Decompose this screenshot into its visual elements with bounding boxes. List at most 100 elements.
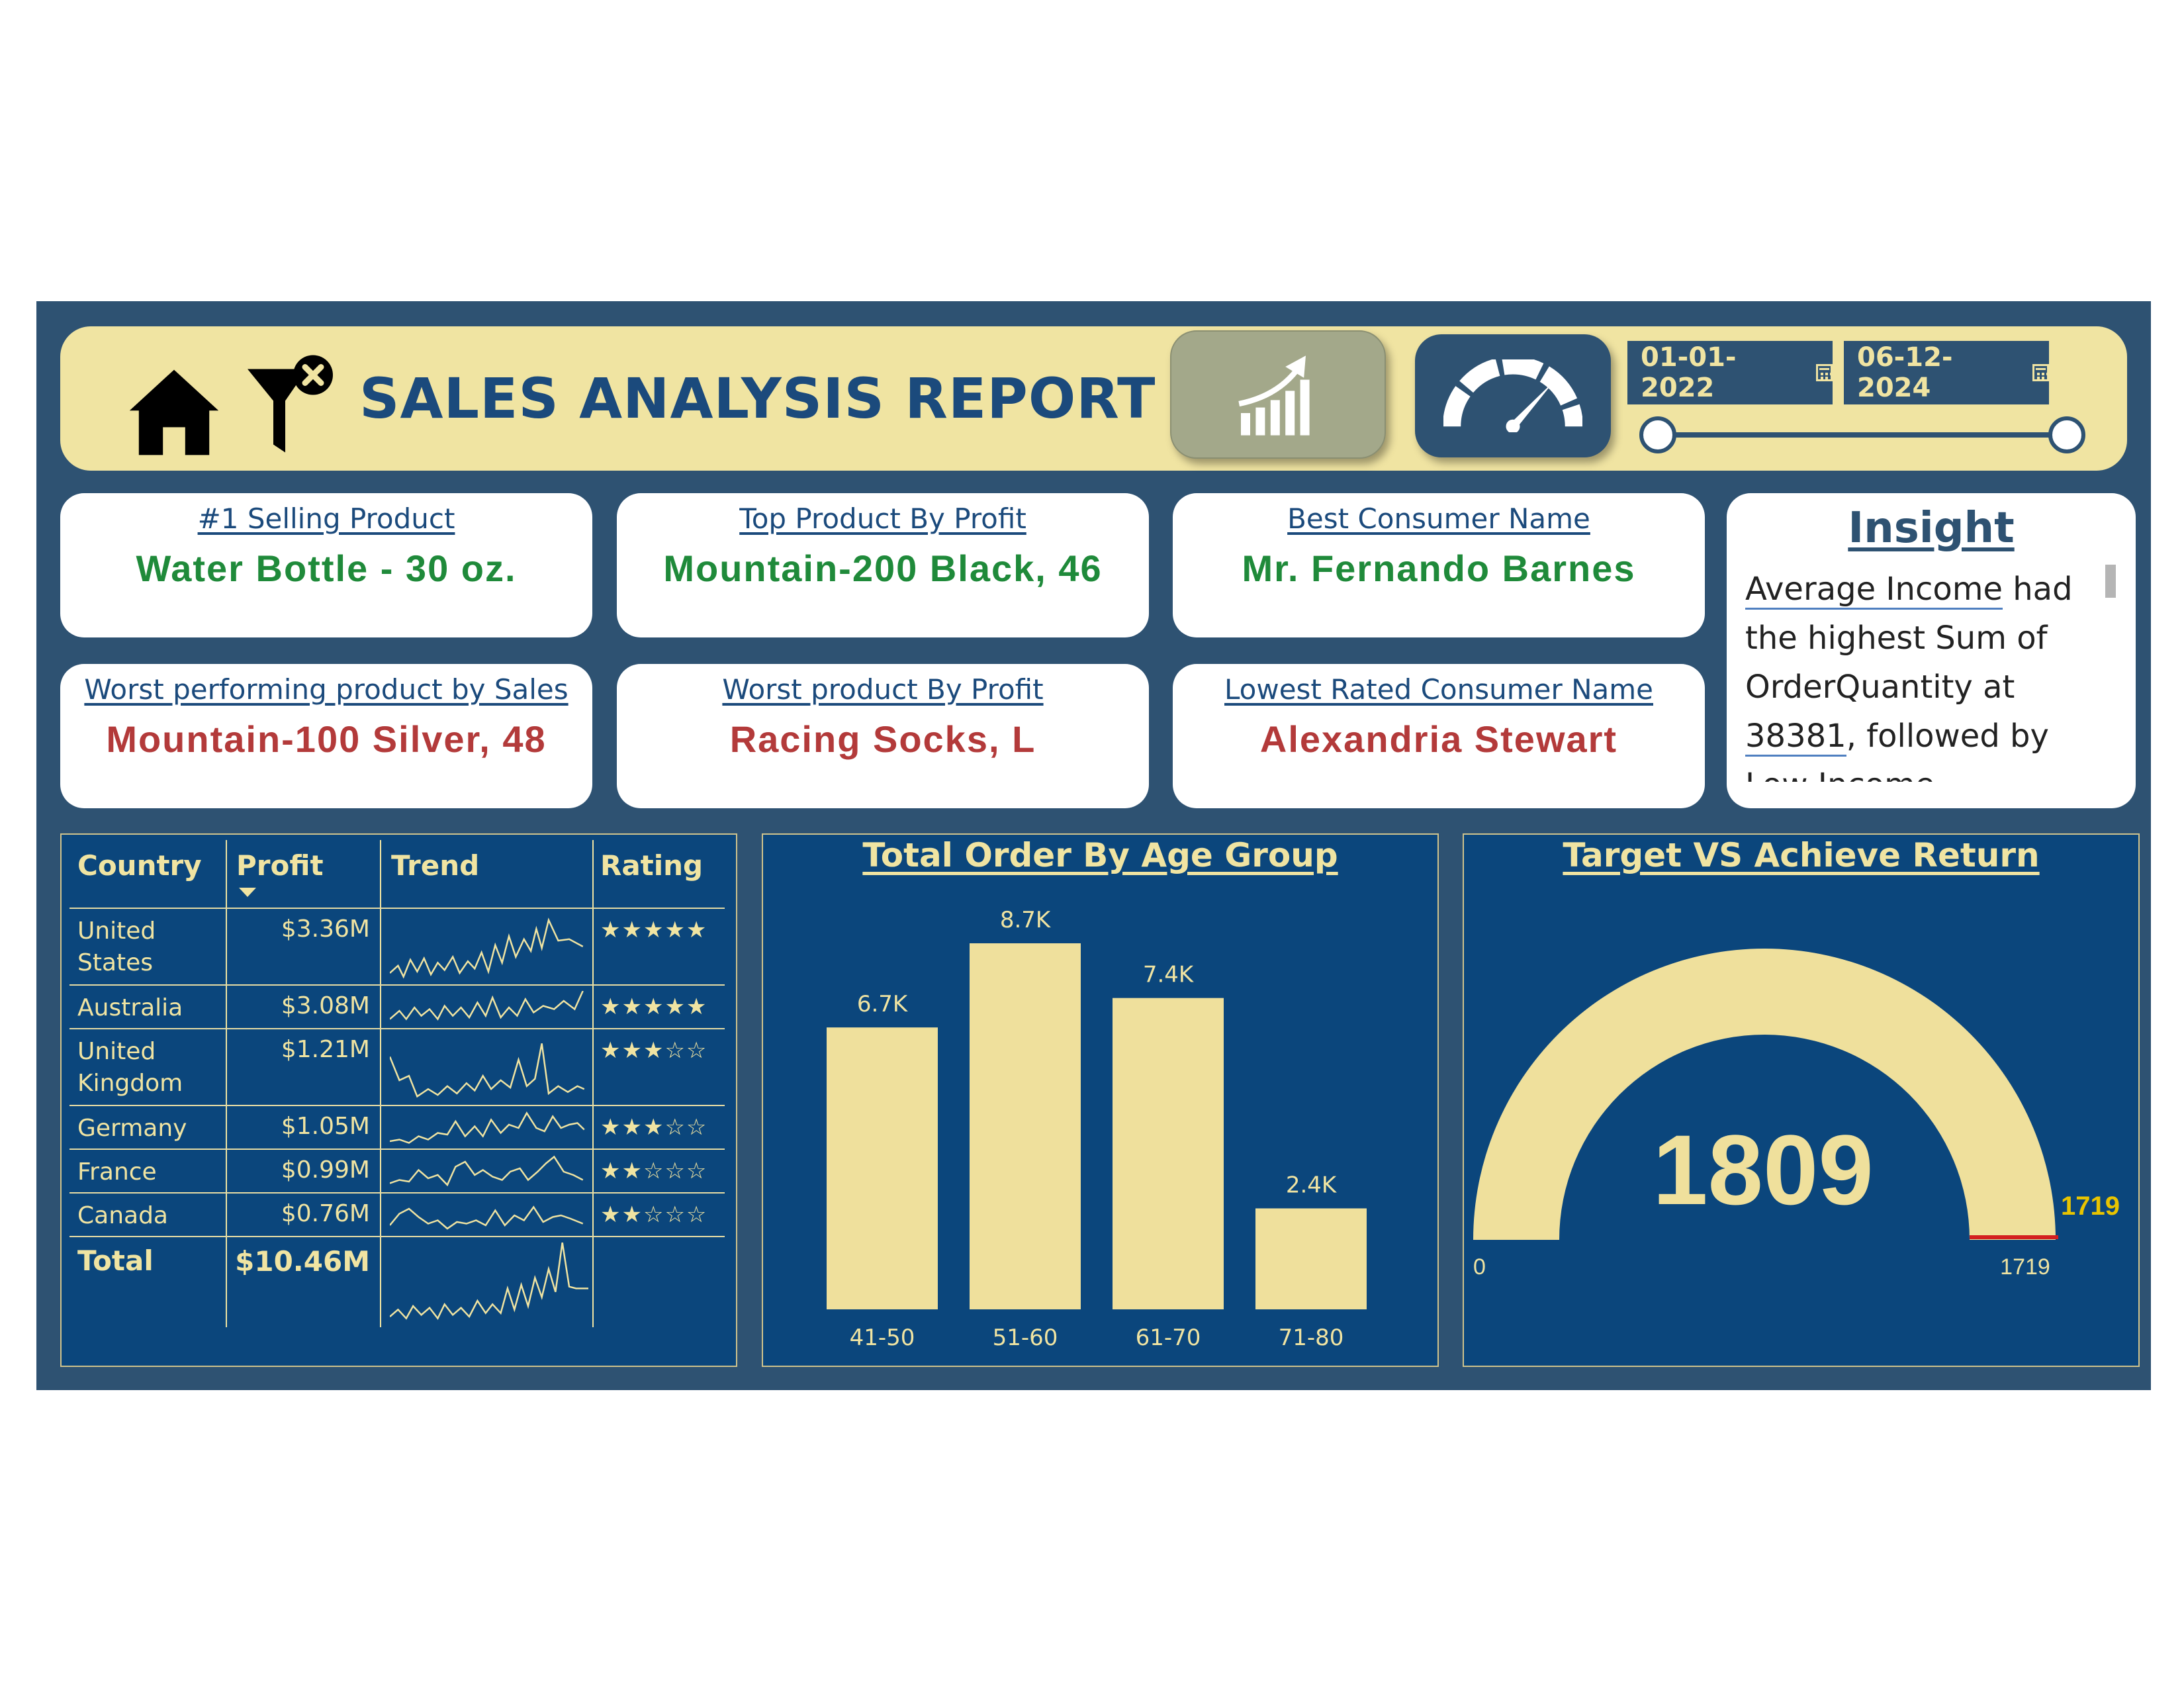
- kpi-lowest-consumer-card: Lowest Rated Consumer Name Alexandria St…: [1173, 664, 1705, 808]
- calendar-icon[interactable]: [2032, 364, 2049, 381]
- insight-scroll-area[interactable]: Average Income had the highest Sum of Or…: [1745, 565, 2103, 782]
- cell-rating: ★★★☆☆: [600, 1114, 708, 1141]
- kpi-worst-sales-card: Worst performing product by Sales Mounta…: [60, 664, 592, 808]
- table-total-row: Total $10.46M: [69, 1237, 725, 1327]
- table-row[interactable]: France $0.99M ★★☆☆☆: [69, 1150, 725, 1194]
- kpi-value: Alexandria Stewart: [1259, 718, 1618, 760]
- age-group-chart-panel: 6.7K 41-50 8.7K 51-60 7.4K 61-70 2.4K 71-80 Tot…: [762, 833, 1439, 1367]
- cell-country: Canada: [77, 1202, 168, 1229]
- cell-profit: $1.05M: [281, 1113, 370, 1140]
- start-date-value: 01-01-2022: [1641, 342, 1737, 403]
- speedometer-icon: [1443, 359, 1582, 432]
- insight-highlight: 38381: [1745, 718, 1846, 757]
- date-range-start-handle[interactable]: [1639, 416, 1676, 453]
- end-date-value: 06-12-2024: [1857, 342, 1953, 403]
- x-tick-label: 51-60: [993, 1325, 1058, 1351]
- insight-card: Insight Average Income had the highest S…: [1727, 493, 2136, 808]
- column-header-trend[interactable]: Trend: [391, 849, 480, 882]
- clear-filter-icon[interactable]: [246, 353, 345, 459]
- insight-scrollbar[interactable]: [2105, 565, 2116, 598]
- column-divider: [226, 840, 227, 1327]
- trend-sparkline: [390, 1199, 588, 1232]
- header-bar: SALES ANALYSIS REPORT 01-01-2022: [60, 326, 2127, 471]
- gauge-value-arc[interactable]: [1473, 949, 2056, 1240]
- sales-page-button[interactable]: [1170, 330, 1386, 459]
- date-range-slider-track[interactable]: [1657, 432, 2067, 438]
- target-return-gauge-panel: 1809 0 1719 1719 Target VS Achieve Return: [1463, 833, 2140, 1367]
- insight-text-part: , followed by Low Income: [1745, 718, 2049, 782]
- trend-sparkline: [390, 914, 588, 980]
- kpi-top-selling-card: #1 Selling Product Water Bottle - 30 oz.: [60, 493, 592, 637]
- kpi-top-profit-card: Top Product By Profit Mountain-200 Black…: [617, 493, 1149, 637]
- total-profit: $10.46M: [235, 1245, 370, 1278]
- page-title: SALES ANALYSIS REPORT: [359, 366, 1156, 431]
- table-row[interactable]: Canada $0.76M ★★☆☆☆: [69, 1194, 725, 1237]
- cell-rating: ★★☆☆☆: [600, 1201, 708, 1228]
- sort-descending-icon[interactable]: [239, 888, 256, 898]
- table-row[interactable]: United Kingdom $1.21M ★★★☆☆: [69, 1029, 725, 1106]
- bar-51-60[interactable]: [970, 943, 1081, 1309]
- bar-71-80[interactable]: [1255, 1208, 1367, 1309]
- table-row[interactable]: Germany $1.05M ★★★☆☆: [69, 1106, 725, 1150]
- kpi-label: Best Consumer Name: [1287, 502, 1590, 535]
- cell-country: United Kingdom: [77, 1038, 183, 1097]
- performance-page-button[interactable]: [1415, 334, 1611, 457]
- kpi-best-consumer-card: Best Consumer Name Mr. Fernando Barnes: [1173, 493, 1705, 637]
- kpi-label: Top Product By Profit: [739, 502, 1026, 535]
- column-header-rating[interactable]: Rating: [600, 849, 704, 882]
- column-divider: [380, 840, 381, 1327]
- total-label: Total: [77, 1244, 154, 1277]
- column-header-profit[interactable]: Profit: [236, 849, 324, 882]
- date-range-end-handle[interactable]: [2048, 416, 2085, 453]
- cell-profit: $1.21M: [281, 1036, 370, 1063]
- cell-profit: $3.08M: [281, 992, 370, 1019]
- insight-title: Insight: [1848, 504, 2015, 553]
- cell-rating: ★★☆☆☆: [600, 1158, 708, 1184]
- growth-chart-icon: [1238, 355, 1310, 436]
- cell-country: Germany: [77, 1115, 187, 1142]
- trend-sparkline: [390, 1155, 588, 1188]
- country-profit-table-panel: Country Profit Trend Rating United State…: [60, 833, 737, 1367]
- bar-data-label: 7.4K: [1143, 962, 1195, 988]
- insight-highlight: Average Income: [1745, 571, 2003, 610]
- cell-rating: ★★★★★: [600, 994, 708, 1020]
- bar-data-label: 6.7K: [857, 991, 909, 1017]
- kpi-value: Mountain-100 Silver, 48: [106, 718, 547, 760]
- gauge-value-label: 1809: [1653, 1114, 1874, 1225]
- bar-data-label: 8.7K: [1000, 907, 1052, 933]
- dashboard: SALES ANALYSIS REPORT 01-01-2022: [36, 301, 2151, 1390]
- kpi-worst-profit-card: Worst product By Profit Racing Socks, L: [617, 664, 1149, 808]
- kpi-label: #1 Selling Product: [197, 502, 455, 535]
- cell-country: Australia: [77, 994, 183, 1021]
- cell-rating: ★★★★★: [600, 917, 708, 943]
- column-header-country[interactable]: Country: [77, 849, 202, 882]
- bar-61-70[interactable]: [1113, 998, 1224, 1309]
- target-return-gauge: 1809 0 1719 1719: [1473, 949, 2120, 1280]
- kpi-value: Racing Socks, L: [729, 718, 1036, 760]
- kpi-label: Worst performing product by Sales: [84, 673, 569, 706]
- trend-sparkline: [390, 1035, 588, 1101]
- insight-text: Average Income had the highest Sum of Or…: [1745, 565, 2103, 782]
- chart-title: Total Order By Age Group: [862, 836, 1338, 874]
- cell-country: United States: [77, 917, 156, 976]
- kpi-label: Lowest Rated Consumer Name: [1224, 673, 1653, 706]
- trend-sparkline: [390, 991, 588, 1024]
- cell-profit: $0.99M: [281, 1156, 370, 1184]
- bar-41-50[interactable]: [827, 1027, 938, 1309]
- start-date-input[interactable]: 01-01-2022: [1627, 341, 1833, 404]
- x-tick-label: 41-50: [850, 1325, 915, 1351]
- table-row[interactable]: Australia $3.08M ★★★★★: [69, 986, 725, 1029]
- cell-profit: $3.36M: [281, 915, 370, 943]
- chart-title: Target VS Achieve Return: [1563, 836, 2040, 874]
- calendar-icon[interactable]: [1815, 364, 1833, 381]
- insight-text-part: had the highest Sum of OrderQuantity at: [1745, 571, 2073, 706]
- table-row[interactable]: United States $3.36M ★★★★★: [69, 909, 725, 986]
- kpi-value: Mr. Fernando Barnes: [1242, 547, 1636, 589]
- trend-sparkline: [390, 1111, 588, 1145]
- gauge-min-label: 0: [1473, 1254, 1486, 1280]
- gauge-max-label: 1719: [2000, 1254, 2050, 1280]
- kpi-label: Worst product By Profit: [722, 673, 1044, 706]
- home-icon[interactable]: [125, 366, 223, 459]
- end-date-input[interactable]: 06-12-2024: [1844, 341, 2049, 404]
- kpi-value: Mountain-200 Black, 46: [663, 547, 1103, 589]
